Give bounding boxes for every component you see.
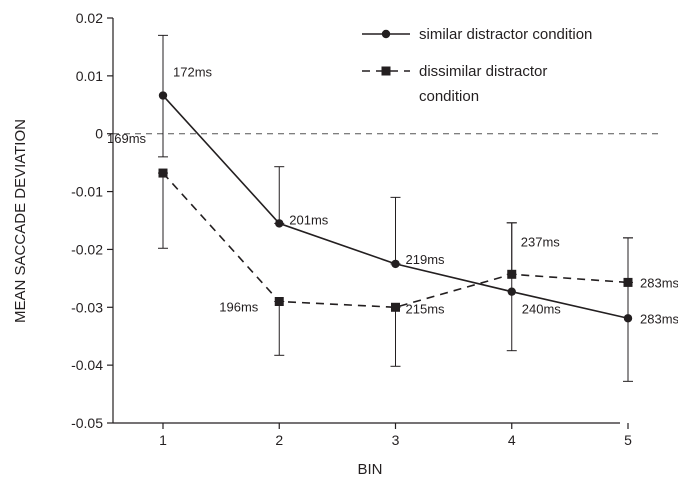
data-label: 196ms	[219, 300, 259, 315]
data-point-circle	[623, 314, 633, 323]
data-label: 240ms	[522, 302, 562, 317]
legend-label: similar distractor condition	[419, 26, 592, 43]
data-label: 283ms	[640, 311, 678, 326]
y-tick-label: -0.02	[71, 241, 103, 257]
data-label: 283ms	[640, 275, 678, 290]
error-bars	[158, 34, 633, 382]
y-tick-label: -0.04	[71, 357, 103, 373]
y-tick-label: 0.01	[76, 68, 103, 84]
data-label: 219ms	[406, 252, 446, 267]
data-label: 169ms	[107, 131, 147, 146]
y-tick-label: 0.02	[76, 10, 103, 26]
data-point-circle	[275, 219, 284, 228]
data-point-circle	[507, 287, 516, 296]
x-axis-title: BIN	[357, 461, 382, 478]
x-tick-label: 3	[392, 432, 400, 448]
data-label: 172ms	[173, 65, 213, 80]
data-point-square	[274, 297, 284, 306]
data-label: 237ms	[521, 234, 561, 249]
x-tick-label: 5	[624, 432, 632, 448]
x-tick-label: 2	[275, 432, 283, 448]
legend-marker-circle	[381, 29, 391, 39]
y-axis-title: MEAN SACCADE DEVIATION	[12, 119, 29, 323]
data-point-square	[158, 168, 168, 178]
x-tick-label: 4	[508, 432, 516, 448]
data-point-square	[507, 269, 517, 279]
data-point-circle	[391, 259, 400, 269]
y-tick-label: -0.03	[71, 299, 103, 315]
x-tick-label: 1	[159, 432, 167, 448]
data-point-square	[623, 277, 633, 287]
y-tick-label: -0.01	[71, 184, 103, 200]
point-labels: 172ms 201ms 219ms 240ms 283ms 169ms 196ms 215ms…	[107, 65, 678, 327]
series-line-2	[162, 172, 629, 309]
data-label: 201ms	[289, 212, 329, 227]
legend: similar distractor condition dissimilar d…	[362, 26, 592, 105]
legend-label: condition	[419, 88, 479, 105]
series-markers	[158, 91, 633, 323]
y-tick-label: 0	[95, 126, 103, 142]
legend-label: dissimilar distractor	[419, 63, 547, 80]
legend-marker-square	[381, 66, 391, 76]
y-tick-label: -0.05	[71, 415, 103, 431]
data-point-square	[391, 302, 400, 312]
x-tick-labels: 1 2 3 4 5	[159, 432, 632, 448]
data-point-circle	[158, 91, 168, 100]
axes	[107, 17, 629, 429]
data-label: 215ms	[406, 301, 446, 316]
y-tick-labels: 0.02 0.01 0 -0.01 -0.02 -0.03 -0.04 -0.05	[71, 10, 103, 431]
